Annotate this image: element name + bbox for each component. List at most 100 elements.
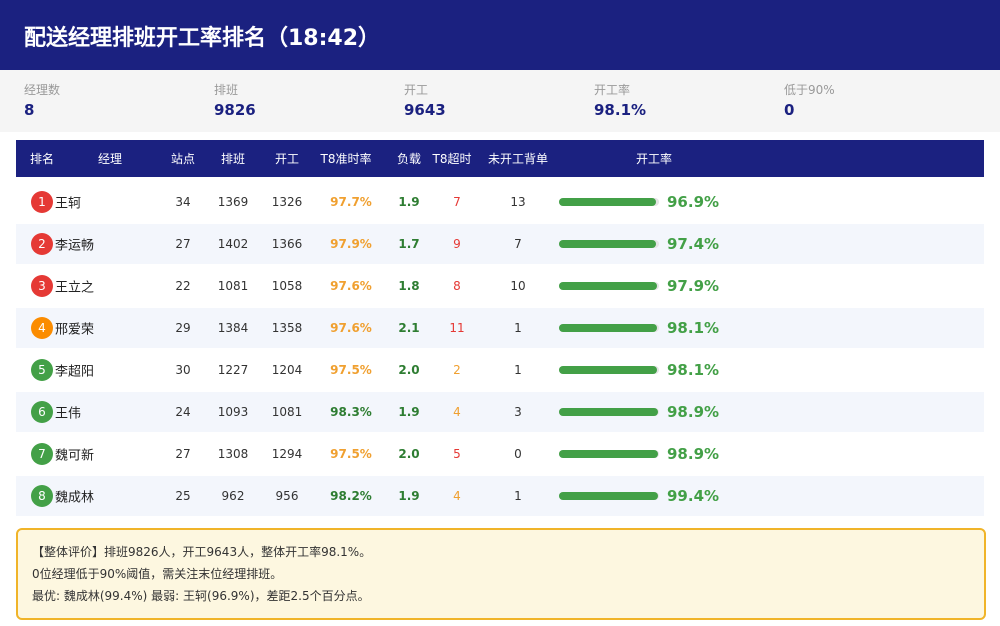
column-header: 排班 bbox=[220, 152, 246, 166]
cell-load: 1.7 bbox=[398, 237, 420, 251]
rank-badge: 1 bbox=[31, 191, 53, 213]
stat-value: 8 bbox=[24, 101, 35, 119]
cell-ontime: 97.9% bbox=[330, 237, 372, 251]
rate-track bbox=[559, 366, 659, 374]
rate-track bbox=[559, 240, 659, 248]
table-row bbox=[16, 350, 984, 390]
cell-sites: 34 bbox=[175, 195, 191, 209]
stat-value: 9826 bbox=[214, 101, 256, 119]
rate-bar bbox=[559, 450, 658, 458]
cell-sites: 25 bbox=[175, 489, 191, 503]
rate-label: 98.1% bbox=[667, 361, 720, 379]
cell-overtime: 7 bbox=[453, 195, 461, 209]
table-row bbox=[16, 308, 984, 348]
cell-ontime: 97.5% bbox=[330, 363, 372, 377]
rank-badge: 6 bbox=[31, 401, 53, 423]
summary-line: 【整体评价】排班9826人，开工9643人，整体开工率98.1%。 bbox=[32, 545, 372, 559]
column-header: 经理 bbox=[97, 152, 123, 166]
cell-ontime: 97.6% bbox=[330, 321, 372, 335]
rate-bar bbox=[559, 282, 657, 290]
cell-started: 956 bbox=[275, 489, 299, 503]
cell-scheduled: 1384 bbox=[217, 321, 249, 335]
manager-name: 王伟 bbox=[55, 406, 82, 422]
cell-scheduled: 1227 bbox=[217, 363, 249, 377]
cell-backlog: 3 bbox=[514, 405, 522, 419]
stat-label: 排班 bbox=[214, 83, 239, 97]
manager-name: 邢爱荣 bbox=[55, 322, 95, 338]
table-row bbox=[16, 224, 984, 264]
cell-started: 1366 bbox=[271, 237, 303, 251]
cell-scheduled: 1402 bbox=[217, 237, 249, 251]
stat-label: 开工 bbox=[404, 83, 429, 97]
table-row bbox=[16, 392, 984, 432]
cell-load: 2.1 bbox=[398, 321, 420, 335]
manager-name: 王轲 bbox=[55, 196, 82, 212]
cell-scheduled: 962 bbox=[221, 489, 245, 503]
cell-load: 2.0 bbox=[398, 447, 420, 461]
cell-sites: 22 bbox=[175, 279, 191, 293]
column-header: 开工率 bbox=[635, 152, 673, 166]
manager-name: 魏可新 bbox=[55, 448, 95, 464]
cell-backlog: 1 bbox=[514, 363, 522, 377]
rank-badge: 4 bbox=[31, 317, 53, 339]
cell-started: 1081 bbox=[271, 405, 303, 419]
cell-overtime: 2 bbox=[453, 363, 461, 377]
cell-load: 1.9 bbox=[398, 405, 420, 419]
stat-value: 98.1% bbox=[594, 101, 647, 119]
rate-bar bbox=[559, 492, 659, 500]
cell-ontime: 97.7% bbox=[330, 195, 372, 209]
cell-overtime: 4 bbox=[453, 405, 461, 419]
cell-scheduled: 1081 bbox=[217, 279, 249, 293]
page-title: 配送经理排班开工率排名（18:42） bbox=[24, 26, 381, 51]
table-header bbox=[16, 140, 984, 177]
cell-load: 1.8 bbox=[398, 279, 420, 293]
summary-box bbox=[16, 528, 986, 620]
table-row bbox=[16, 182, 984, 222]
cell-backlog: 1 bbox=[514, 321, 522, 335]
cell-sites: 27 bbox=[175, 447, 191, 461]
cell-sites: 27 bbox=[175, 237, 191, 251]
rate-track bbox=[559, 198, 659, 206]
stat-value: 0 bbox=[784, 101, 795, 119]
column-header: 排名 bbox=[29, 152, 55, 166]
stat-value: 9643 bbox=[404, 101, 446, 119]
manager-name: 李超阳 bbox=[55, 364, 95, 380]
rate-track bbox=[559, 450, 659, 458]
rate-bar bbox=[559, 240, 657, 248]
cell-overtime: 11 bbox=[449, 321, 465, 335]
rate-label: 97.9% bbox=[667, 277, 720, 295]
rate-label: 98.9% bbox=[667, 445, 720, 463]
header-bar bbox=[0, 0, 1000, 70]
stat-label: 开工率 bbox=[594, 83, 631, 97]
column-header: 站点 bbox=[170, 152, 196, 166]
rank-badge: 7 bbox=[31, 443, 53, 465]
cell-overtime: 9 bbox=[453, 237, 461, 251]
summary-line: 最优: 魏成林(99.4%) 最弱: 王轲(96.9%)，差距2.5个百分点。 bbox=[32, 589, 370, 603]
rate-track bbox=[559, 408, 659, 416]
rank-badge: 2 bbox=[31, 233, 53, 255]
cell-sites: 30 bbox=[175, 363, 191, 377]
cell-started: 1058 bbox=[271, 279, 303, 293]
cell-ontime: 98.3% bbox=[330, 405, 372, 419]
cell-started: 1358 bbox=[271, 321, 303, 335]
cell-scheduled: 1308 bbox=[217, 447, 249, 461]
stats-bar bbox=[0, 70, 1000, 132]
rate-track bbox=[559, 492, 659, 500]
cell-sites: 24 bbox=[175, 405, 191, 419]
stat-label: 低于90% bbox=[784, 83, 835, 97]
rate-bar bbox=[559, 408, 658, 416]
rate-label: 99.4% bbox=[667, 487, 720, 505]
column-header: T8准时率 bbox=[320, 152, 372, 166]
rate-label: 97.4% bbox=[667, 235, 720, 253]
rate-label: 98.1% bbox=[667, 319, 720, 337]
cell-backlog: 10 bbox=[510, 279, 526, 293]
column-header: 开工 bbox=[274, 152, 300, 166]
column-header: 负载 bbox=[396, 152, 422, 166]
cell-overtime: 4 bbox=[453, 489, 461, 503]
rate-track bbox=[559, 324, 659, 332]
rate-bar bbox=[559, 366, 658, 374]
table-row bbox=[16, 266, 984, 306]
cell-scheduled: 1369 bbox=[217, 195, 249, 209]
manager-name: 魏成林 bbox=[55, 490, 95, 506]
